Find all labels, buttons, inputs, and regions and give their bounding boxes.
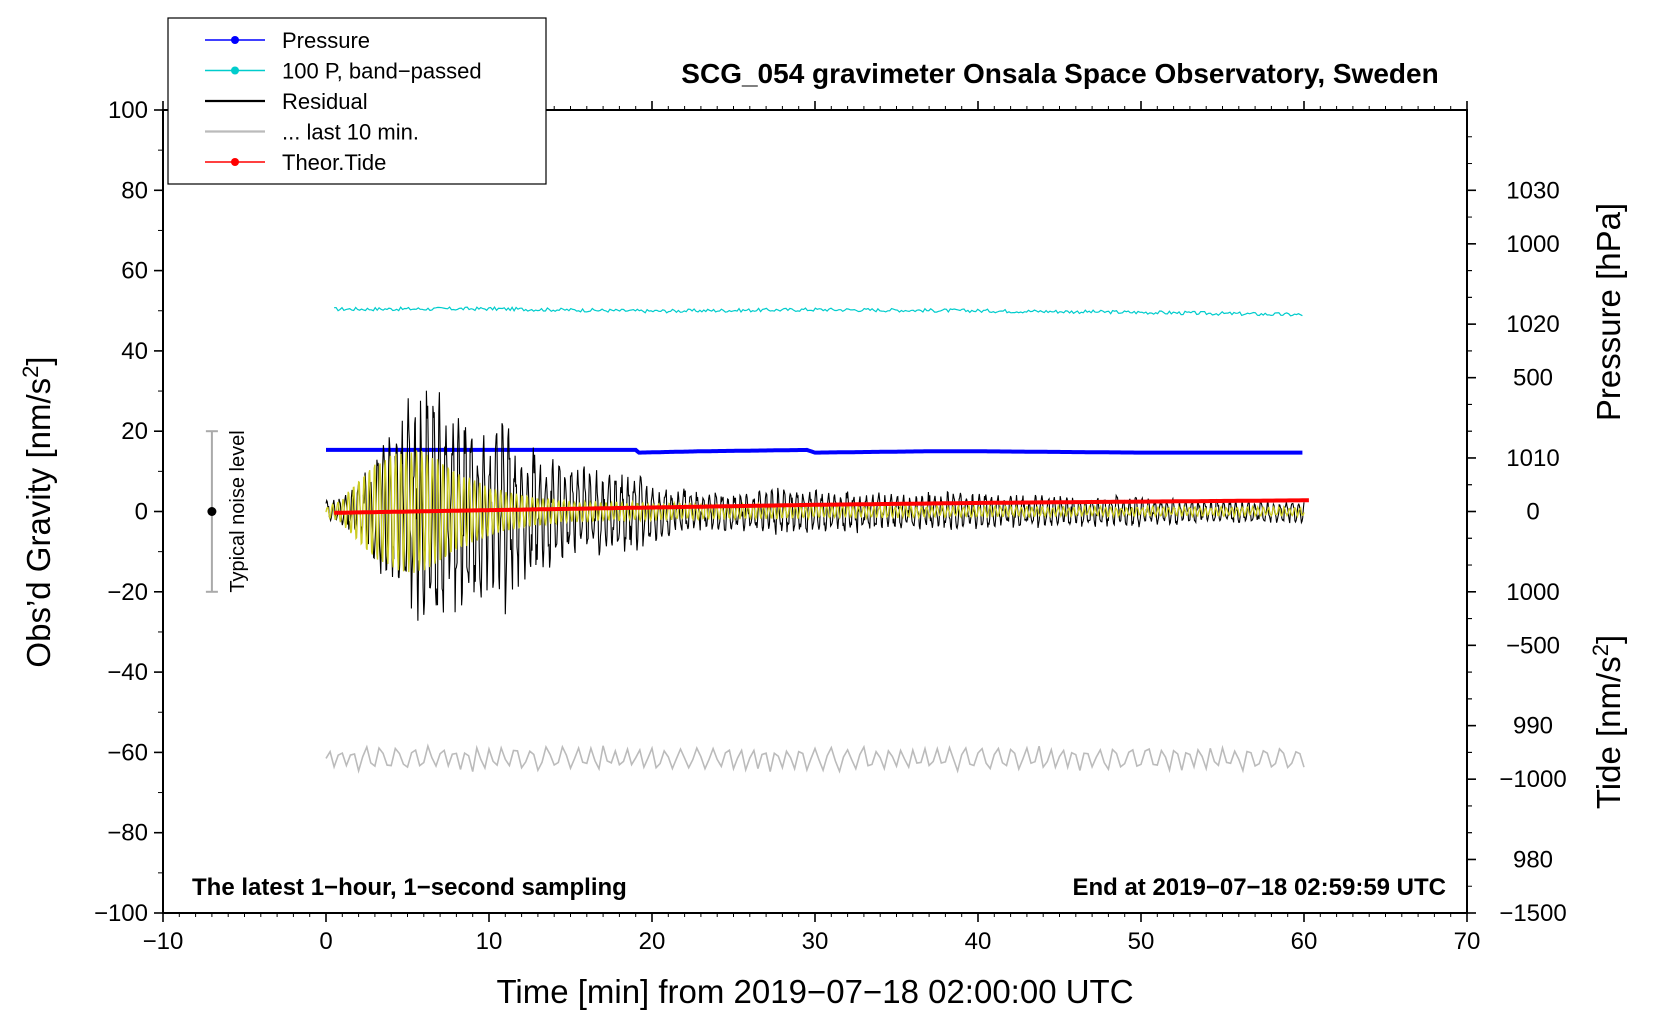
legend-label: ... last 10 min. bbox=[282, 120, 419, 145]
series-pressure-bandpassed-line bbox=[334, 306, 1303, 317]
y-axis-tide-title-end: ] bbox=[1590, 635, 1627, 644]
legend-label: 100 P, band−passed bbox=[282, 59, 482, 84]
legend: Pressure 100 P, band−passed Residual ... la… bbox=[167, 17, 547, 185]
y-tick-label: 20 bbox=[121, 418, 148, 445]
y-tick-label: 40 bbox=[121, 338, 148, 365]
y-tick-label: 80 bbox=[121, 177, 148, 204]
y-axis-tide-title: Tide [nm/s2] bbox=[1588, 635, 1627, 809]
legend-entry: Pressure bbox=[205, 28, 370, 53]
y-axis-left-title-main: Obs’d Gravity [nm/s bbox=[20, 378, 57, 668]
series-pressure-line bbox=[326, 447, 1303, 455]
x-tick-label: 20 bbox=[639, 928, 666, 955]
legend-entry: 100 P, band−passed bbox=[205, 59, 482, 84]
y-axis-tide-title-main: Tide [nm/s bbox=[1590, 656, 1627, 809]
x-tick-label: 0 bbox=[319, 928, 332, 955]
x-tick-label: 60 bbox=[1291, 928, 1318, 955]
pressure-tick-label: 980 bbox=[1513, 846, 1553, 873]
x-tick-label: 30 bbox=[802, 928, 829, 955]
y-tick-label: −60 bbox=[107, 739, 148, 766]
y-tick-label: −100 bbox=[94, 900, 148, 927]
noise-bar-center-dot bbox=[207, 507, 217, 516]
tide-tick-label: 500 bbox=[1513, 365, 1553, 392]
legend-marker bbox=[231, 36, 239, 44]
tide-tick-label: 1000 bbox=[1506, 231, 1559, 258]
y-axis-tide-title-sup: 2 bbox=[1588, 644, 1613, 656]
y-axis-left-title-sup: 2 bbox=[18, 366, 43, 378]
y-tick-label: −20 bbox=[107, 579, 148, 606]
y-tick-label: 60 bbox=[121, 258, 148, 285]
chart-title: SCG_054 gravimeter Onsala Space Observat… bbox=[681, 58, 1438, 89]
legend-marker bbox=[231, 66, 239, 75]
x-tick-label: 50 bbox=[1128, 928, 1155, 955]
pressure-tick-label: 1020 bbox=[1506, 311, 1559, 338]
series-tide-line bbox=[334, 498, 1309, 515]
y-axis-left-title: Obs’d Gravity [nm/s2] bbox=[18, 356, 57, 667]
x-axis-title: Time [min] from 2019−07−18 02:00:00 UTC bbox=[496, 973, 1133, 1010]
x-tick-label: 10 bbox=[476, 928, 503, 955]
axis-tick-labels: −10 0 10 20 30 40 50 60 70−100−80−60−40−20020406… bbox=[94, 97, 1567, 955]
tide-tick-label: −1500 bbox=[1499, 900, 1566, 927]
y-tick-label: −80 bbox=[107, 820, 148, 847]
legend-label: Pressure bbox=[282, 28, 370, 53]
tide-tick-label: 0 bbox=[1526, 499, 1539, 526]
y-tick-label: 0 bbox=[135, 499, 148, 526]
x-tick-label: 40 bbox=[965, 928, 992, 955]
pressure-tick-label: 1000 bbox=[1506, 579, 1559, 606]
annotation-bottom-right: End at 2019−07−18 02:59:59 UTC bbox=[1072, 874, 1446, 901]
y-axis-left-title-end: ] bbox=[20, 356, 57, 365]
legend-entry: Theor.Tide bbox=[205, 150, 386, 175]
tide-tick-label: −1000 bbox=[1499, 766, 1566, 793]
noise-level-bar bbox=[205, 430, 218, 593]
pressure-tick-label: 990 bbox=[1513, 713, 1553, 740]
pressure-tick-label: 1010 bbox=[1506, 445, 1559, 472]
y-tick-label: 100 bbox=[108, 97, 148, 124]
tide-tick-label: −500 bbox=[1506, 632, 1560, 659]
pressure-tick-label: 1030 bbox=[1506, 177, 1559, 204]
legend-marker bbox=[231, 158, 239, 166]
legend-label: Residual bbox=[282, 89, 368, 114]
x-tick-label: −10 bbox=[143, 928, 184, 955]
annotation-bottom-left: The latest 1−hour, 1−second sampling bbox=[192, 874, 627, 901]
noise-level-label: Typical noise level bbox=[227, 430, 249, 592]
legend-entries: Pressure 100 P, band−passed Residual ... la… bbox=[205, 28, 482, 175]
legend-entry: ... last 10 min. bbox=[205, 120, 419, 145]
legend-entry: Residual bbox=[205, 89, 368, 114]
series-layer bbox=[325, 306, 1309, 774]
series-last-10-min-line bbox=[325, 743, 1305, 774]
x-tick-label: 70 bbox=[1454, 928, 1481, 955]
y-tick-label: −40 bbox=[107, 659, 148, 686]
legend-label: Theor.Tide bbox=[282, 150, 386, 175]
y-axis-pressure-title: Pressure [hPa] bbox=[1590, 203, 1627, 421]
